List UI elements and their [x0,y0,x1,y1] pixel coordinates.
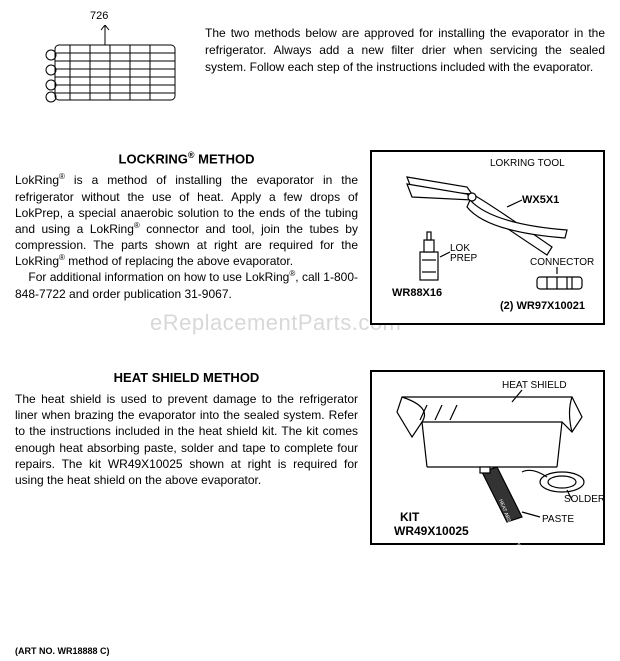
art-number: (ART NO. WR18888 C) [15,646,110,656]
heatshield-title: HEAT SHIELD METHOD [15,370,358,385]
heatshield-body: The heat shield is used to prevent damag… [15,391,358,488]
lockring-title: LOCKRING® METHOD [15,150,358,166]
lockring-body: LokRing® is a method of installing the e… [15,172,358,302]
evaporator-diagram: 726 [15,10,185,120]
connector-label: CONNECTOR [530,257,594,268]
lockring-title-suffix: METHOD [195,151,255,166]
kit-label: KIT [400,510,419,524]
connector-part: (2) WR97X10021 [500,300,585,312]
evaporator-icon [45,25,185,120]
lockring-section: LOCKRING® METHOD LokRing® is a method of… [15,150,605,325]
paste-label: PASTE [542,514,574,525]
heatshield-section: HEAT SHIELD METHOD The heat shield is us… [15,370,605,545]
intro-paragraph: The two methods below are approved for i… [205,10,605,120]
lockring-figure: LOKRING TOOL [370,150,605,325]
heatshield-figure: HEAT SHIELD [370,370,605,545]
lokprep-part: WR88X16 [392,287,442,299]
lokring-tool-part: WX5X1 [522,194,559,206]
solder-label: SOLDER [564,494,605,505]
lokprep-label: LOK PREP [450,244,478,264]
evaporator-part-label: 726 [90,10,108,22]
lockring-title-prefix: LOCKRING [119,151,188,166]
kit-part: WR49X10025 [394,524,469,538]
top-section: 726 [15,10,605,120]
